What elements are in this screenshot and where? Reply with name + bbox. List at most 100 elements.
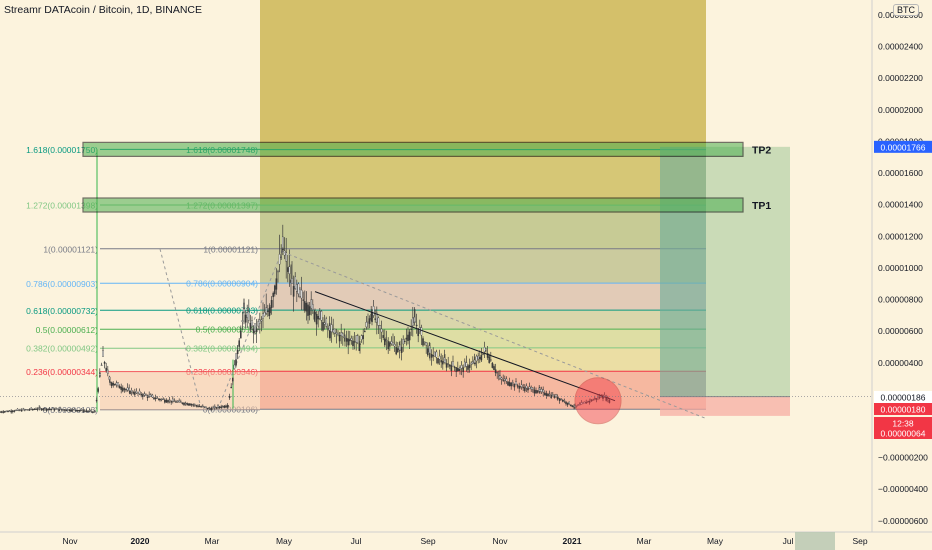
long-position-overlap	[660, 146, 706, 397]
fib-right-band-red	[260, 371, 706, 410]
candle-body	[563, 400, 566, 402]
candle-body	[121, 387, 124, 392]
candle-body	[22, 408, 25, 411]
candle-body	[477, 355, 480, 360]
candle-body	[575, 405, 578, 407]
candle-body	[323, 322, 326, 325]
candle-body	[140, 393, 143, 396]
candle-body	[527, 388, 529, 391]
candle-body	[589, 399, 591, 401]
candle-body	[579, 403, 581, 406]
candle-body	[193, 404, 196, 406]
candle-body	[8, 410, 11, 412]
candle-body	[16, 408, 19, 411]
candle-body	[362, 335, 365, 339]
candle-body	[558, 398, 561, 401]
candle-body	[277, 270, 279, 273]
candle-body	[244, 314, 247, 323]
candle-body	[372, 306, 375, 316]
fib-left-label: 0.382(0.00000492)	[26, 344, 98, 354]
candle-body	[165, 399, 168, 403]
candle-body	[385, 339, 388, 342]
price-axis-tick: −0.00000200	[878, 453, 928, 463]
candle-body	[269, 307, 271, 314]
candle-body	[377, 317, 380, 326]
candle-body	[10, 410, 13, 413]
tp-label-tp2: TP2	[752, 144, 771, 156]
time-axis-tick: Mar	[637, 536, 652, 546]
fib-left-label: 0.786(0.00000903)	[26, 279, 98, 289]
candle-body	[178, 400, 181, 403]
candle-body	[315, 314, 318, 325]
candle-body	[387, 341, 390, 350]
chart-title: Streamr DATAcoin / Bitcoin, 1D, BINANCE	[4, 4, 202, 16]
candle-body	[151, 394, 154, 398]
candle-body	[374, 318, 377, 320]
candle-body	[263, 312, 266, 317]
candle-body	[7, 410, 9, 413]
candle-body	[368, 318, 371, 324]
candle-body	[410, 328, 413, 330]
candle-body	[235, 353, 237, 360]
price-label-box	[874, 403, 932, 415]
candle-body	[254, 323, 256, 332]
candle-body	[407, 334, 409, 342]
candle-body	[462, 367, 465, 373]
candle-body	[542, 389, 544, 393]
candle-body	[364, 330, 366, 333]
candle-body	[246, 312, 249, 318]
candle-body	[382, 335, 385, 338]
candle-body	[117, 382, 119, 386]
candle-body	[285, 252, 288, 262]
candle-body	[300, 289, 303, 299]
candle-body	[547, 393, 549, 397]
fib-right-band	[260, 283, 706, 311]
candle-body	[608, 400, 611, 403]
fib-right-band	[260, 347, 706, 372]
price-label: 12:38	[892, 419, 914, 429]
candle-body	[329, 330, 331, 339]
candle-body	[282, 248, 284, 250]
currency-badge[interactable]: BTC	[893, 4, 919, 16]
candle-body	[58, 409, 60, 411]
candle-body	[405, 337, 408, 340]
candle-body	[453, 366, 456, 368]
candle-body	[605, 397, 607, 401]
candle-body	[327, 327, 329, 330]
fib-left-dashed-leg	[159, 248, 201, 404]
candle-body	[63, 409, 66, 411]
candle-body	[524, 387, 526, 392]
candle-body	[548, 393, 551, 395]
candle-body	[176, 401, 179, 403]
candle-body	[0, 411, 3, 413]
candle-body	[429, 347, 431, 354]
candle-body	[141, 394, 144, 397]
candle-body	[442, 361, 444, 365]
price-axis-tick: 0.00001600	[878, 168, 923, 178]
candle-body	[302, 299, 305, 301]
candle-body	[44, 407, 46, 410]
candle-body	[280, 256, 283, 259]
candle-body	[209, 408, 211, 410]
candle-body	[236, 349, 239, 355]
candle-body	[450, 365, 453, 371]
candle-body	[11, 410, 14, 413]
candle-body	[162, 398, 165, 400]
candle-body	[447, 363, 450, 365]
candle-body	[560, 399, 562, 401]
time-axis-tick: Nov	[62, 536, 78, 546]
tp-box-tp2	[82, 141, 744, 157]
candle-body	[437, 358, 439, 364]
candle-body	[479, 357, 481, 360]
candle-body	[420, 327, 423, 336]
candle-body	[365, 321, 368, 328]
candle-body	[344, 336, 346, 338]
candle-body	[205, 406, 207, 408]
fib-right-band-top	[260, 0, 706, 150]
time-axis-tick: 2021	[563, 536, 582, 546]
time-axis-tick: 2020	[131, 536, 150, 546]
candle-body	[70, 409, 72, 412]
candle-body	[65, 409, 68, 411]
candle-body	[19, 409, 21, 411]
